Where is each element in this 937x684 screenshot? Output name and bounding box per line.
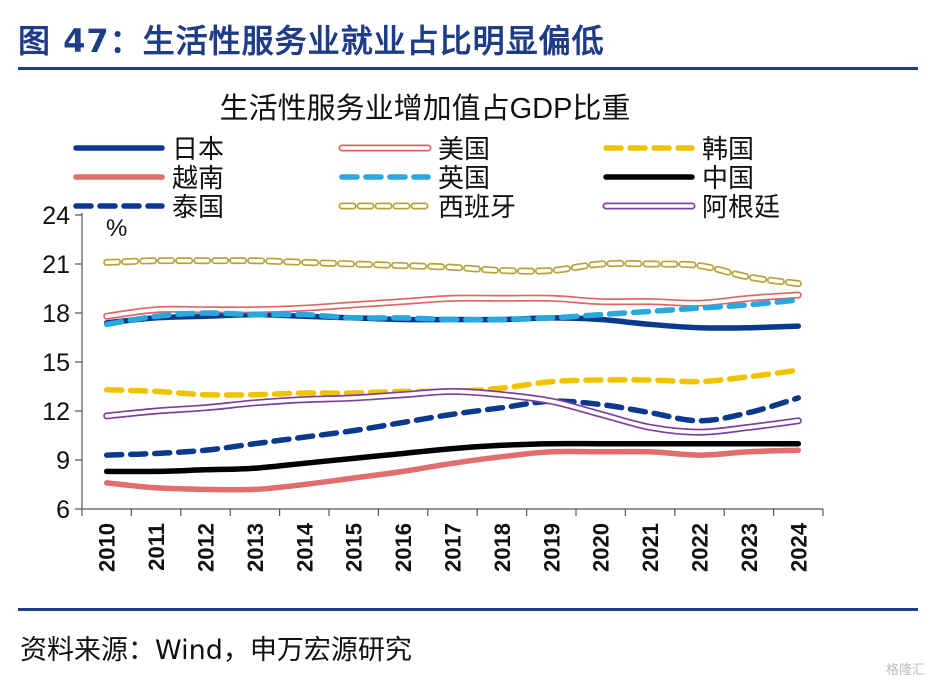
legend-item-西班牙: 西班牙	[338, 192, 516, 222]
x-tick-label: 2010	[95, 523, 120, 572]
series-阿根廷	[103, 387, 802, 436]
series-美国	[103, 291, 802, 320]
series-泰国	[103, 395, 802, 458]
y-tick-label: 18	[42, 300, 70, 328]
x-tick-label: 2012	[194, 523, 219, 572]
plot-area: 6 9 12 15 18 21 24 % 2010 2011 2012 2013 2014 2015 201…	[42, 202, 824, 572]
legend-item-英国: 英国	[339, 163, 490, 193]
x-tick-label: 2022	[688, 523, 713, 572]
series-line-西班牙	[103, 257, 802, 288]
y-tick-label: 6	[56, 496, 70, 524]
x-tick-label: 2017	[441, 523, 466, 572]
legend-label: 中国	[702, 163, 754, 193]
y-tick-label: 24	[42, 202, 70, 230]
x-tick-label: 2020	[589, 523, 614, 572]
series-line-西班牙-inner	[104, 258, 801, 286]
series-英国	[103, 297, 802, 328]
legend-label: 韩国	[702, 134, 754, 164]
series-越南	[103, 447, 802, 493]
x-tick-label: 2023	[737, 523, 762, 572]
legend-label: 阿根廷	[702, 192, 780, 222]
watermark: 格隆汇	[885, 663, 925, 678]
source-divider	[18, 608, 918, 611]
legend-item-韩国: 韩国	[603, 134, 754, 164]
series-line-英国	[103, 297, 802, 328]
chart-title: 生活性服务业增加值占GDP比重	[220, 92, 631, 125]
legend-label: 美国	[438, 134, 490, 164]
x-tick-label: 2015	[342, 523, 367, 572]
legend-item-阿根廷: 阿根廷	[602, 192, 780, 222]
legend-item-中国: 中国	[603, 163, 754, 193]
legend-label: 西班牙	[438, 192, 516, 222]
x-tick-label: 2011	[144, 523, 169, 571]
x-tick-label: 2013	[243, 523, 268, 572]
legend-label: 英国	[438, 163, 490, 193]
legend-item-美国: 美国	[338, 134, 490, 164]
legend-item-泰国: 泰国	[73, 192, 224, 222]
series-line-阿根廷-inner	[104, 389, 801, 434]
figure-title: 图 47：生活性服务业就业占比明显偏低	[18, 22, 605, 60]
series-西班牙	[103, 257, 802, 288]
y-tick-label: 15	[42, 349, 70, 377]
series-line-美国-inner	[104, 293, 801, 319]
source-note: 资料来源：Wind，申万宏源研究	[20, 635, 412, 666]
y-axis-unit: %	[106, 215, 127, 242]
series-line-中国	[103, 440, 802, 475]
y-tick-label: 12	[42, 398, 70, 426]
x-tick-label: 2024	[786, 522, 811, 572]
series-中国	[103, 440, 802, 475]
legend-item-越南: 越南	[73, 163, 224, 193]
x-tick-label: 2016	[391, 523, 416, 572]
y-tick-label: 21	[42, 251, 70, 279]
series-line-越南	[103, 447, 802, 493]
x-tick-label: 2019	[539, 523, 564, 572]
x-tick-label: 2018	[490, 523, 515, 572]
legend-item-日本: 日本	[73, 134, 224, 164]
x-tick-label: 2021	[638, 523, 663, 572]
legend-label: 日本	[172, 134, 224, 164]
y-tick-label: 9	[56, 447, 70, 475]
title-divider	[18, 67, 918, 70]
series-line-泰国	[103, 395, 802, 458]
legend-label: 越南	[172, 163, 224, 193]
legend-label: 泰国	[172, 192, 224, 222]
x-tick-label: 2014	[292, 522, 317, 572]
